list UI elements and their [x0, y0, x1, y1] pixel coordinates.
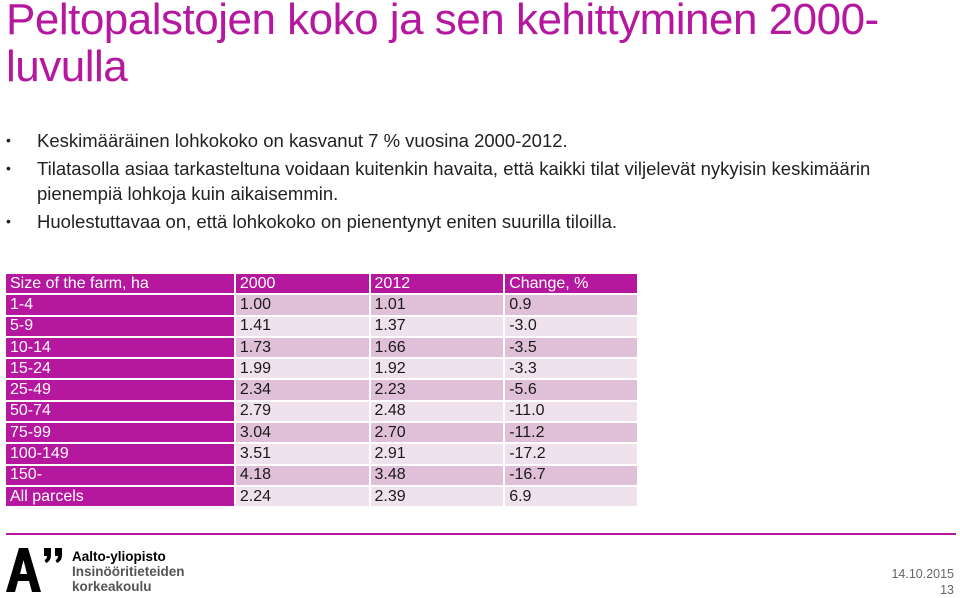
value-2000-cell: 2.79 [235, 401, 371, 424]
table-row: 15-24 1.99 1.92 -3.3 [6, 359, 639, 381]
value-2000-cell: 3.04 [235, 423, 371, 445]
bullet-item: • Keskimääräinen lohkokoko on kasvanut 7… [6, 128, 946, 153]
farm-size-cell: All parcels [6, 486, 236, 509]
change-cell: -3.5 [505, 337, 639, 360]
footer-divider [6, 533, 956, 535]
value-2012-cell: 1.66 [370, 337, 506, 360]
table-row: 150- 4.18 3.48 -16.7 [6, 465, 639, 487]
bullet-text: Huolestuttavaa on, että lohkokoko on pie… [37, 211, 618, 232]
farm-size-cell: 150- [6, 465, 236, 487]
farm-size-table: Size of the farm, ha 2000 2012 Change, %… [6, 274, 639, 509]
change-cell: -16.7 [505, 465, 639, 487]
bullet-dot: • [6, 132, 11, 148]
aalto-logo-icon [6, 548, 62, 592]
bullet-list: • Keskimääräinen lohkokoko on kasvanut 7… [6, 128, 946, 237]
farm-size-cell: 10-14 [6, 337, 236, 360]
change-cell: 0.9 [505, 295, 639, 317]
school-name-line1: Insinööritieteiden [72, 564, 185, 579]
change-cell: -5.6 [505, 380, 639, 402]
value-2012-cell: 2.23 [370, 380, 506, 402]
value-2012-cell: 1.37 [370, 316, 506, 338]
footer-date: 14.10.2015 [891, 567, 954, 581]
change-cell: -17.2 [505, 444, 639, 466]
value-2000-cell: 1.00 [235, 295, 371, 317]
farm-size-cell: 50-74 [6, 401, 236, 424]
bullet-text: Keskimääräinen lohkokoko on kasvanut 7 %… [37, 130, 568, 151]
table-row: 50-74 2.79 2.48 -11.0 [6, 401, 639, 424]
farm-size-cell: 25-49 [6, 380, 236, 402]
change-cell: -11.2 [505, 423, 639, 445]
value-2000-cell: 1.99 [235, 359, 371, 381]
value-2012-cell: 1.92 [370, 359, 506, 381]
value-2012-cell: 1.01 [370, 295, 506, 317]
bullet-item: • Huolestuttavaa on, että lohkokoko on p… [6, 209, 946, 234]
value-2012-cell: 2.48 [370, 401, 506, 424]
slide-title: Peltopalstojen koko ja sen kehittyminen … [6, 0, 879, 91]
farm-size-cell: 75-99 [6, 423, 236, 445]
table-header-row: Size of the farm, ha 2000 2012 Change, % [6, 274, 639, 296]
farm-size-cell: 5-9 [6, 316, 236, 338]
value-2012-cell: 3.48 [370, 465, 506, 487]
value-2012-cell: 2.91 [370, 444, 506, 466]
farm-size-cell: 1-4 [6, 295, 236, 317]
header-year-2012: 2012 [370, 274, 506, 296]
value-2012-cell: 2.70 [370, 423, 506, 445]
bullet-dot: • [6, 160, 11, 176]
table-row: 5-9 1.41 1.37 -3.0 [6, 316, 639, 338]
change-cell: -11.0 [505, 401, 639, 424]
value-2012-cell: 2.39 [370, 486, 506, 509]
value-2000-cell: 1.41 [235, 316, 371, 338]
university-title: Aalto-yliopisto [72, 549, 166, 564]
value-2000-cell: 2.24 [235, 486, 371, 509]
bullet-dot: • [6, 213, 11, 229]
header-year-2000: 2000 [235, 274, 371, 296]
header-size-of-farm: Size of the farm, ha [6, 274, 236, 296]
page-number: 13 [940, 583, 954, 597]
table-row: 25-49 2.34 2.23 -5.6 [6, 380, 639, 402]
farm-size-cell: 15-24 [6, 359, 236, 381]
table-row: All parcels 2.24 2.39 6.9 [6, 486, 639, 509]
school-name-line2: korkeakoulu [72, 579, 152, 594]
change-cell: -3.0 [505, 316, 639, 338]
bullet-item: • Tilatasolla asiaa tarkasteltuna voidaa… [6, 156, 946, 206]
header-change-percent: Change, % [505, 274, 639, 296]
table-row: 1-4 1.00 1.01 0.9 [6, 295, 639, 317]
table-row: 10-14 1.73 1.66 -3.5 [6, 337, 639, 360]
value-2000-cell: 4.18 [235, 465, 371, 487]
university-name: Aalto-yliopisto Insinööritieteiden korke… [72, 549, 185, 594]
table-row: 100-149 3.51 2.91 -17.2 [6, 444, 639, 466]
value-2000-cell: 3.51 [235, 444, 371, 466]
value-2000-cell: 2.34 [235, 380, 371, 402]
change-cell: 6.9 [505, 486, 639, 509]
value-2000-cell: 1.73 [235, 337, 371, 360]
table-row: 75-99 3.04 2.70 -11.2 [6, 423, 639, 445]
farm-size-cell: 100-149 [6, 444, 236, 466]
change-cell: -3.3 [505, 359, 639, 381]
bullet-text: Tilatasolla asiaa tarkasteltuna voidaan … [37, 158, 871, 204]
